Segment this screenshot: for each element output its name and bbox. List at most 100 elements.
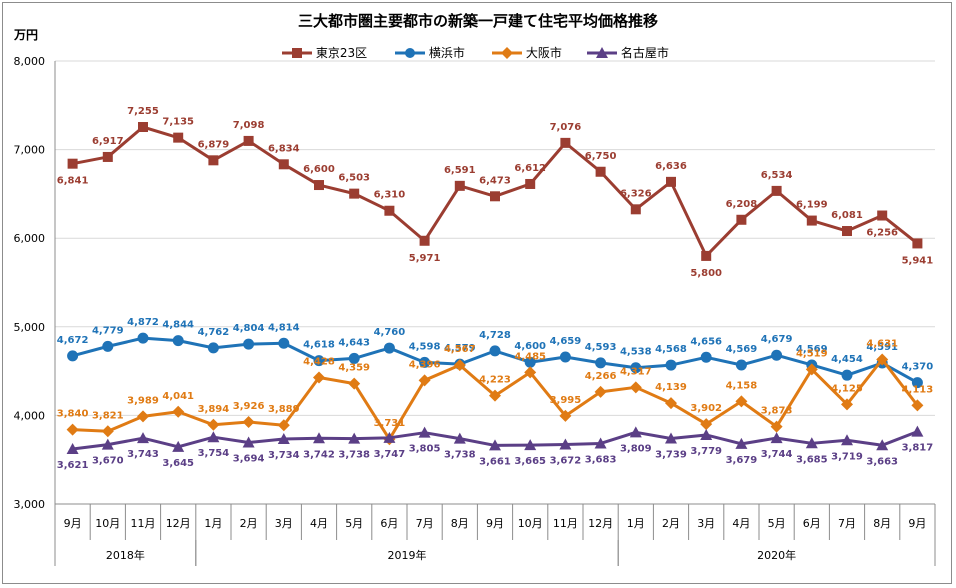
data-label: 6,591 bbox=[444, 165, 476, 176]
data-label: 6,473 bbox=[479, 175, 511, 186]
x-tick-label: 1月 bbox=[204, 517, 222, 530]
data-point-tokyo bbox=[102, 151, 113, 162]
x-tick-label: 6月 bbox=[803, 517, 821, 530]
data-point-tokyo bbox=[912, 238, 923, 249]
data-point-tokyo bbox=[278, 159, 289, 170]
data-label: 3,743 bbox=[127, 449, 159, 460]
data-point-nagoya bbox=[805, 437, 818, 449]
data-label: 3,621 bbox=[57, 460, 89, 471]
data-label: 4,519 bbox=[796, 348, 828, 359]
data-point-tokyo bbox=[842, 226, 852, 237]
data-label: 4,591 bbox=[866, 342, 898, 353]
data-point-nagoya bbox=[137, 432, 149, 444]
data-label: 6,879 bbox=[198, 139, 230, 150]
data-label: 4,804 bbox=[233, 323, 265, 334]
data-point-nagoya bbox=[418, 426, 431, 438]
data-label: 3,805 bbox=[409, 444, 441, 455]
data-point-osaka bbox=[770, 420, 783, 433]
data-point-osaka bbox=[418, 374, 431, 387]
data-point-nagoya bbox=[770, 432, 783, 444]
x-tick-label: 2月 bbox=[240, 517, 258, 530]
y-axis-unit-label: 万円 bbox=[14, 28, 39, 42]
data-point-nagoya bbox=[911, 425, 924, 437]
data-label: 4,569 bbox=[796, 344, 828, 355]
data-point-osaka bbox=[101, 425, 114, 438]
data-point-tokyo bbox=[173, 132, 184, 143]
data-point-tokyo bbox=[806, 215, 817, 226]
data-label: 4,266 bbox=[585, 371, 617, 382]
data-point-tokyo bbox=[595, 166, 606, 177]
data-point-yokohama bbox=[630, 362, 642, 374]
data-label: 3,731 bbox=[374, 418, 406, 429]
data-label: 4,569 bbox=[726, 344, 758, 355]
data-point-osaka bbox=[594, 385, 607, 398]
data-label: 4,779 bbox=[92, 325, 124, 336]
data-label: 3,670 bbox=[92, 456, 124, 467]
data-point-osaka bbox=[66, 423, 79, 436]
data-label: 4,396 bbox=[409, 359, 441, 370]
data-label: 4,598 bbox=[409, 341, 441, 352]
data-point-tokyo bbox=[701, 250, 712, 261]
data-label: 6,534 bbox=[761, 170, 793, 181]
data-point-yokohama bbox=[419, 356, 431, 368]
data-point-nagoya bbox=[665, 432, 677, 444]
data-label: 4,317 bbox=[620, 366, 652, 377]
legend-marker-diamond-icon bbox=[492, 46, 522, 59]
data-label: 7,135 bbox=[162, 117, 194, 128]
data-label: 3,889 bbox=[268, 404, 300, 415]
data-label: 4,359 bbox=[338, 363, 370, 374]
data-point-osaka bbox=[207, 418, 220, 431]
data-point-tokyo bbox=[630, 204, 641, 215]
data-point-yokohama bbox=[137, 332, 149, 344]
data-label: 4,538 bbox=[620, 347, 652, 358]
data-label: 6,917 bbox=[92, 136, 124, 147]
data-point-yokohama bbox=[700, 351, 712, 363]
data-point-tokyo bbox=[419, 235, 430, 246]
data-point-yokohama bbox=[313, 355, 325, 367]
data-point-osaka bbox=[524, 366, 537, 379]
data-label: 6,834 bbox=[268, 143, 300, 154]
data-point-nagoya bbox=[559, 438, 572, 450]
data-label: 4,600 bbox=[514, 341, 546, 352]
legend-label-osaka: 大阪市 bbox=[525, 46, 562, 60]
data-point-osaka bbox=[489, 389, 501, 402]
data-label: 3,663 bbox=[866, 456, 898, 467]
data-label: 4,568 bbox=[655, 344, 687, 355]
data-label: 4,631 bbox=[866, 338, 898, 349]
x-tick-label: 10月 bbox=[95, 517, 120, 530]
data-point-tokyo bbox=[560, 137, 571, 148]
data-label: 3,679 bbox=[726, 455, 758, 466]
data-label: 3,685 bbox=[796, 454, 828, 465]
x-tick-label: 8月 bbox=[873, 517, 891, 530]
data-point-tokyo bbox=[243, 135, 254, 146]
data-point-yokohama bbox=[559, 351, 571, 363]
data-label: 3,902 bbox=[690, 403, 722, 414]
data-point-osaka bbox=[665, 397, 677, 410]
x-tick-label: 7月 bbox=[416, 517, 434, 530]
data-point-nagoya bbox=[629, 426, 642, 438]
data-point-osaka bbox=[700, 418, 713, 431]
data-point-yokohama bbox=[489, 345, 501, 357]
data-point-yokohama bbox=[911, 377, 923, 389]
data-point-nagoya bbox=[101, 438, 114, 450]
data-point-osaka bbox=[348, 377, 361, 390]
data-label: 4,428 bbox=[303, 356, 335, 367]
data-point-osaka bbox=[277, 419, 290, 432]
x-tick-label: 11月 bbox=[553, 517, 578, 530]
y-tick-label: 5,000 bbox=[14, 321, 46, 334]
data-label: 4,579 bbox=[444, 343, 476, 354]
data-point-osaka bbox=[876, 353, 889, 366]
data-label: 4,223 bbox=[479, 375, 511, 386]
data-point-yokohama bbox=[383, 342, 395, 354]
data-label: 6,750 bbox=[585, 151, 617, 162]
data-label: 4,125 bbox=[831, 383, 863, 394]
data-point-osaka bbox=[313, 371, 325, 384]
data-label: 5,800 bbox=[690, 268, 722, 279]
data-point-nagoya bbox=[453, 432, 466, 444]
legend-item-tokyo: 東京23区 bbox=[282, 44, 367, 61]
x-tick-label: 6月 bbox=[380, 517, 398, 530]
data-label: 3,672 bbox=[550, 455, 582, 466]
data-label: 3,817 bbox=[902, 443, 934, 454]
